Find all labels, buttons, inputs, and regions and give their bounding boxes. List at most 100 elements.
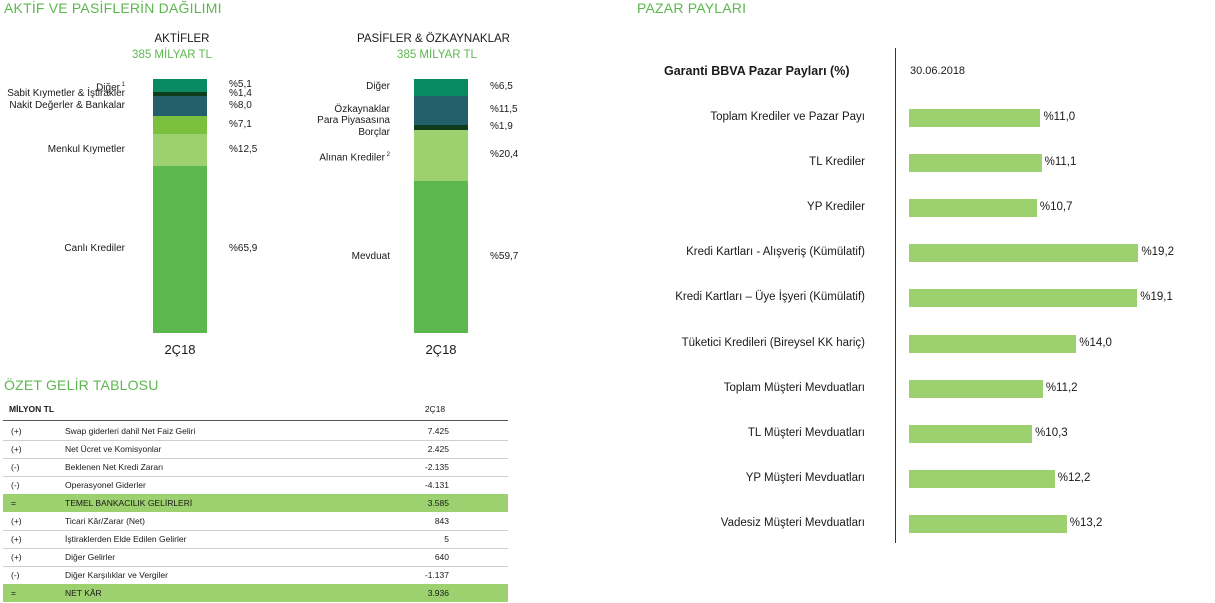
liabilities-category-label: Diğer	[366, 81, 390, 93]
table-row: (+) Ticari Kâr/Zarar (Net) 843	[3, 512, 508, 530]
liabilities-pct-label: %59,7	[490, 251, 519, 263]
assets-pct-label: %5,1	[229, 79, 252, 91]
row-sign: (-)	[11, 480, 20, 490]
table-row: (+) Diğer Gelirler 640	[3, 548, 508, 566]
row-description: Operasyonel Giderler	[65, 480, 146, 490]
table-row: (+) İştiraklerden Elde Edilen Gelirler 5	[3, 530, 508, 548]
market-share-category-label: Kredi Kartları - Alışveriş (Kümülatif)	[686, 246, 865, 259]
row-value: -1.137	[424, 570, 449, 580]
row-value: 5	[444, 534, 449, 544]
row-value: 3.585	[427, 498, 449, 508]
liabilities-segment-5	[414, 79, 468, 96]
assets-liabilities-title: AKTİF VE PASİFLERİN DAĞILIMI	[4, 0, 222, 16]
liabilities-pct-label: %11,5	[490, 104, 518, 116]
market-share-bar	[909, 424, 1033, 443]
liabilities-segment-2	[414, 129, 468, 182]
market-share-value-label: %13,2	[1069, 516, 1103, 529]
assets-pct-label: %1,4	[229, 87, 252, 99]
market-share-value-label: %10,7	[1039, 201, 1073, 214]
table-row: = TEMEL BANKACILIK GELİRLERİ 3.585	[3, 494, 508, 512]
market-share-bar	[909, 514, 1067, 533]
assets-heading: AKTİFLER	[154, 33, 210, 45]
liabilities-category-label: Alınan Krediler 2	[319, 152, 390, 164]
row-sign: (+)	[11, 552, 22, 562]
market-share-category-label: Toplam Krediler ve Pazar Payı	[710, 111, 865, 123]
row-sign: (+)	[11, 516, 22, 526]
liabilities-category-label: Mevduat	[351, 251, 390, 263]
income-unit-header: MİLYON TL	[9, 404, 55, 414]
market-share-category-label: YP Müşteri Mevduatları	[745, 471, 865, 484]
market-share-category-label: Tüketici Kredileri (Bireysel KK hariç)	[681, 336, 865, 349]
row-value: -4.131	[424, 480, 449, 490]
income-period-header: 2Ç18	[424, 404, 446, 414]
row-value: -2.135	[424, 462, 449, 472]
market-share-value-label: %19,2	[1141, 246, 1175, 259]
row-description: TEMEL BANKACILIK GELİRLERİ	[65, 498, 193, 508]
assets-pct-label: %8,0	[229, 99, 252, 111]
row-sign: =	[11, 588, 16, 598]
market-share-value-label: %11,2	[1045, 381, 1078, 394]
row-sign: (+)	[11, 534, 22, 544]
income-header-divider	[3, 420, 508, 421]
assets-pct-label: %12,5	[229, 143, 258, 155]
liabilities-period-label: 2Ç18	[425, 342, 457, 357]
liabilities-category-label: Para Piyasasına Borçlar	[317, 115, 390, 139]
liabilities-segment-4	[414, 95, 468, 125]
market-share-date: 30.06.2018	[910, 65, 966, 77]
row-value: 7.425	[427, 426, 449, 436]
market-share-bar	[909, 289, 1138, 308]
market-share-bar	[909, 244, 1139, 263]
row-divider	[3, 530, 508, 531]
market-share-category-label: TL Krediler	[809, 156, 865, 169]
market-share-axis	[895, 48, 896, 543]
liabilities-segment-1	[414, 181, 468, 333]
liabilities-segment-3	[414, 124, 468, 130]
market-share-bar	[909, 379, 1043, 398]
liabilities-total: 385 MİLYAR TL	[397, 49, 477, 61]
liabilities-pct-label: %20,4	[490, 149, 519, 161]
row-divider	[3, 476, 508, 477]
market-share-chart-title: Garanti BBVA Pazar Payları (%)	[664, 64, 850, 78]
row-value: 2.425	[427, 444, 449, 454]
market-share-category-label: Toplam Müşteri Mevduatları	[723, 381, 865, 394]
row-value: 843	[434, 516, 449, 526]
market-share-bar	[909, 469, 1055, 488]
table-row: (-) Beklenen Net Kredi Zararı -2.135	[3, 458, 508, 476]
market-share-value-label: %11,1	[1044, 156, 1077, 169]
row-sign: =	[11, 498, 16, 508]
assets-category-label: Sabit Kıymetler & İştirakler	[7, 87, 125, 99]
assets-total: 385 MİLYAR TL	[132, 49, 212, 61]
row-description: Beklenen Net Kredi Zararı	[65, 462, 164, 472]
assets-segment-6	[153, 79, 207, 92]
liabilities-heading: PASİFLER & ÖZKAYNAKLAR	[357, 33, 510, 45]
row-description: Net Ücret ve Komisyonlar	[65, 444, 162, 454]
market-share-category-label: Vadesiz Müşteri Mevduatları	[720, 516, 865, 529]
market-share-value-label: %10,3	[1035, 426, 1068, 439]
row-divider	[3, 566, 508, 567]
row-sign: (+)	[11, 444, 22, 454]
assets-segment-4	[153, 95, 207, 116]
market-share-category-label: YP Krediler	[807, 201, 865, 214]
assets-segment-3	[153, 115, 207, 134]
assets-segment-2	[153, 133, 207, 166]
table-row: = NET KÂR 3.936	[3, 584, 508, 602]
assets-category-label: Menkul Kıymetler	[47, 143, 125, 155]
market-share-value-label: %11,0	[1043, 111, 1076, 123]
row-description: İştiraklerden Elde Edilen Gelirler	[65, 534, 187, 544]
row-sign: (-)	[11, 570, 20, 580]
liabilities-pct-label: %6,5	[490, 81, 513, 93]
row-value: 3.936	[427, 588, 449, 598]
row-divider	[3, 458, 508, 459]
market-share-value-label: %12,2	[1057, 471, 1091, 484]
assets-segment-5	[153, 91, 207, 96]
table-row: (-) Diğer Karşılıklar ve Vergiler -1.137	[3, 566, 508, 584]
liabilities-pct-label: %1,9	[490, 121, 513, 133]
income-statement-title: ÖZET GELİR TABLOSU	[4, 377, 159, 393]
market-share-title: PAZAR PAYLARI	[637, 0, 747, 16]
market-share-bar	[909, 334, 1077, 353]
table-row: (+) Net Ücret ve Komisyonlar 2.425	[3, 440, 508, 458]
row-value: 640	[434, 552, 449, 562]
assets-pct-label: %65,9	[229, 243, 258, 255]
row-divider	[3, 548, 508, 549]
market-share-category-label: TL Müşteri Mevduatları	[747, 426, 865, 439]
